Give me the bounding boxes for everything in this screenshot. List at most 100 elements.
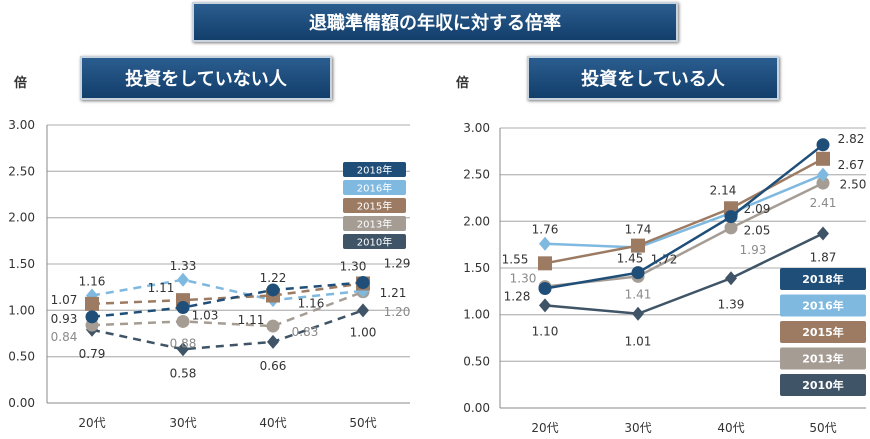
- data-point: [816, 151, 830, 166]
- main-title: 退職準備額の年収に対する倍率: [192, 2, 678, 42]
- series-line-2015年: [544, 157, 824, 265]
- y-unit-right: 倍: [456, 76, 470, 91]
- data-point: [817, 226, 829, 241]
- y-tick-label: 0.00: [463, 401, 490, 415]
- x-tick-label: 50代: [809, 421, 836, 435]
- data-label: 0.84: [51, 330, 78, 344]
- data-label: 1.30: [510, 272, 537, 286]
- y-tick-label: 1.50: [463, 261, 490, 275]
- data-label: 1.55: [502, 252, 529, 266]
- data-label: 1.39: [718, 297, 745, 311]
- data-label: 2.50: [840, 178, 867, 192]
- chart-title-invest: 投資をしている人: [527, 56, 779, 100]
- data-point: [816, 176, 830, 190]
- data-point: [356, 276, 370, 290]
- data-label: 1.11: [148, 281, 175, 295]
- series-line-2016年: [544, 173, 824, 249]
- data-point: [538, 256, 552, 271]
- series-line-2018年: [544, 143, 824, 290]
- y-tick-label: 0.00: [8, 396, 35, 410]
- data-point: [266, 319, 280, 333]
- data-point: [85, 310, 99, 324]
- chart-1: 0.00 0.50 1.00 1.50 2.00 2.50 3.00 20代 30代 40代 50代…: [463, 121, 866, 435]
- data-label: 0.83: [292, 325, 319, 339]
- x-tick-label: 50代: [349, 416, 376, 430]
- legend-label: 2016年: [802, 299, 844, 313]
- data-label: 1.72: [651, 252, 678, 266]
- data-label: 1.16: [298, 297, 325, 311]
- data-label: 1.74: [625, 223, 652, 237]
- legend-item: [343, 180, 406, 195]
- legend-item: [780, 321, 866, 343]
- data-label: 2.09: [744, 202, 771, 216]
- legend-item: [343, 162, 406, 177]
- series-line-2018年: [91, 281, 364, 319]
- legend-item: [343, 216, 406, 231]
- data-label: 1.03: [192, 309, 219, 323]
- legend-label: 2015年: [802, 325, 844, 339]
- x-tick-label: 30代: [169, 416, 196, 430]
- data-label: 0.79: [79, 347, 106, 361]
- data-label: 2.14: [710, 183, 737, 197]
- data-point: [267, 334, 279, 349]
- data-point: [176, 301, 190, 315]
- data-point: [631, 238, 645, 253]
- data-point: [724, 221, 738, 235]
- y-tick-label: 3.00: [463, 121, 490, 135]
- data-point: [266, 283, 280, 297]
- legend-item: [780, 347, 866, 370]
- data-point: [631, 266, 645, 280]
- data-label: 1.93: [740, 243, 767, 257]
- data-label: 1.41: [625, 287, 652, 301]
- y-tick-label: 2.00: [463, 214, 490, 228]
- y-tick-label: 2.00: [8, 211, 35, 225]
- y-tick-label: 2.50: [8, 164, 35, 178]
- data-point: [357, 303, 369, 318]
- data-point: [539, 298, 551, 313]
- series-line-2010年: [544, 232, 824, 316]
- data-label: 0.93: [51, 312, 78, 326]
- data-label: 2.05: [744, 224, 771, 238]
- legend-label: 2013年: [357, 218, 392, 231]
- legend-label: 2016年: [357, 182, 392, 195]
- data-label: 1.33: [170, 259, 197, 273]
- y-tick-label: 1.50: [8, 257, 35, 271]
- data-point: [817, 167, 829, 182]
- data-label: 1.01: [625, 335, 652, 349]
- x-tick-label: 30代: [624, 421, 651, 435]
- chart-0: 0.00 0.50 1.00 1.50 2.00 2.50 3.00 20代 30代 40代 50代…: [8, 118, 410, 430]
- data-point: [816, 138, 830, 152]
- y-tick-label: 0.50: [463, 354, 490, 368]
- y-tick-label: 1.00: [8, 303, 35, 317]
- data-point: [538, 282, 552, 296]
- data-label: 0.88: [170, 336, 197, 350]
- data-label: 1.30: [340, 260, 367, 274]
- legend-label: 2015年: [357, 200, 392, 213]
- data-label: 1.45: [617, 252, 644, 266]
- series-line-2010年: [91, 309, 364, 351]
- data-label: 1.20: [384, 305, 411, 319]
- data-point: [539, 236, 551, 251]
- legend-item: [780, 294, 866, 317]
- legend-item: [343, 234, 406, 249]
- x-tick-label: 20代: [531, 421, 558, 435]
- data-point: [177, 342, 189, 357]
- data-label: 1.22: [260, 271, 287, 285]
- data-label: 2.82: [838, 132, 865, 146]
- legend-item: [343, 198, 406, 213]
- y-tick-label: 0.50: [8, 350, 35, 364]
- data-label: 1.07: [51, 293, 78, 307]
- series-line-2015年: [91, 282, 364, 306]
- data-point: [724, 210, 738, 224]
- data-label: 1.21: [380, 286, 407, 300]
- data-point: [85, 296, 99, 311]
- x-tick-label: 40代: [259, 416, 286, 430]
- y-unit-left: 倍: [14, 76, 28, 91]
- data-label: 2.67: [838, 158, 865, 172]
- data-label: 1.87: [810, 250, 837, 264]
- legend-label: 2013年: [802, 352, 844, 366]
- legend-label: 2010年: [357, 236, 392, 249]
- data-label: 1.00: [350, 325, 377, 339]
- data-label: 1.29: [384, 256, 411, 270]
